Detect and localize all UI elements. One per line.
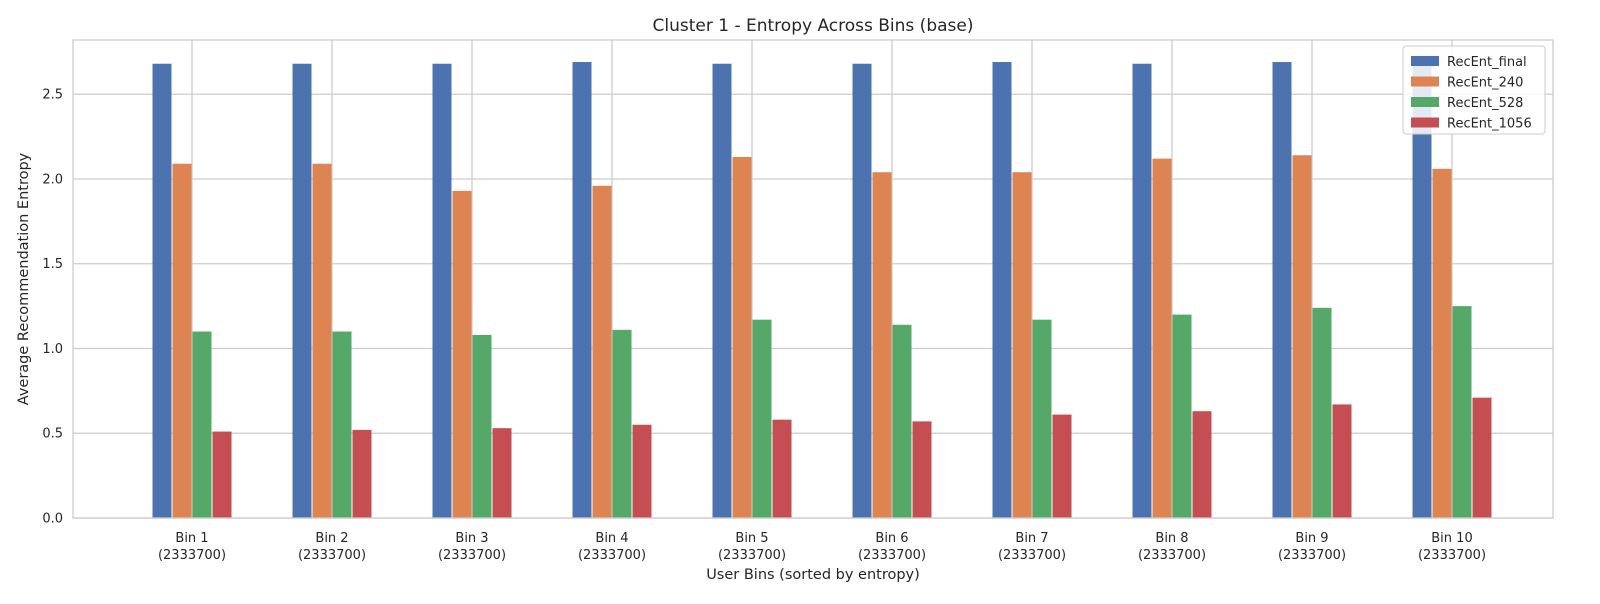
x-tick-label: (2333700) [298, 548, 366, 563]
x-tick-label: (2333700) [578, 548, 646, 563]
x-tick-label: Bin 9 [1295, 531, 1328, 546]
bar-recent-240 [1152, 158, 1172, 519]
y-tick-label: 1.5 [42, 257, 63, 272]
bar-recent-final [852, 63, 872, 518]
y-tick-label: 2.5 [42, 88, 63, 103]
bar-recent-240 [1432, 168, 1452, 518]
plot-frame [72, 39, 1554, 519]
bar-recent-528 [612, 329, 632, 518]
x-tick-label: (2333700) [1278, 548, 1346, 563]
chart-title: Cluster 1 - Entropy Across Bins (base) [653, 16, 974, 36]
x-tick-label: Bin 4 [595, 531, 628, 546]
bar-recent-1056 [1332, 404, 1352, 518]
legend-label: RecEnt_final [1447, 55, 1527, 70]
legend-label: RecEnt_1056 [1447, 117, 1532, 132]
legend-swatch [1411, 76, 1439, 87]
x-tick-label: (2333700) [1418, 548, 1486, 563]
bar-recent-240 [872, 172, 892, 518]
bar-recent-240 [732, 156, 752, 518]
bars [152, 62, 1492, 519]
bar-recent-1056 [492, 428, 512, 518]
bar-recent-528 [472, 334, 492, 518]
y-axis-label: Average Recommendation Entropy [16, 152, 32, 405]
legend-swatch [1411, 117, 1439, 128]
bar-recent-240 [592, 185, 612, 518]
bar-recent-1056 [1472, 397, 1492, 518]
x-tick-label: (2333700) [1138, 548, 1206, 563]
bar-recent-528 [332, 331, 352, 518]
bar-recent-1056 [352, 429, 372, 518]
bar-recent-528 [192, 331, 212, 518]
bar-recent-final [1412, 62, 1432, 518]
bar-recent-1056 [632, 424, 652, 518]
y-tick-label: 0.5 [42, 427, 63, 442]
bar-recent-240 [452, 190, 472, 518]
x-tick-label: Bin 8 [1155, 531, 1188, 546]
bar-recent-1056 [1192, 411, 1212, 518]
bar-recent-240 [1012, 172, 1032, 518]
bar-recent-1056 [772, 419, 792, 518]
bar-recent-final [432, 63, 452, 518]
bar-recent-final [1272, 62, 1292, 518]
legend-swatch [1411, 97, 1439, 107]
bar-recent-528 [1172, 314, 1192, 518]
bar-recent-528 [1312, 307, 1332, 518]
bar-recent-240 [1292, 155, 1312, 519]
bar-recent-528 [892, 324, 912, 518]
x-tick-label: Bin 2 [315, 531, 348, 546]
y-tick-label: 2.0 [42, 172, 63, 187]
bar-recent-240 [312, 163, 332, 518]
bar-recent-final [152, 63, 172, 518]
legend-frame [1402, 45, 1546, 135]
x-tick-label: Bin 6 [875, 531, 908, 546]
y-tick-labels: 0.0 0.5 1.0 1.5 2.0 2.5 [42, 88, 63, 527]
bar-recent-final [1132, 63, 1152, 518]
x-tick-label: Bin 10 [1431, 531, 1472, 546]
x-tick-label: (2333700) [438, 548, 506, 563]
bar-recent-final [572, 62, 592, 518]
x-tick-label: Bin 3 [455, 531, 488, 546]
x-tick-labels: Bin 1 (2333700) Bin 2 (2333700) Bin 3 (233370… [158, 531, 1486, 563]
bar-recent-528 [1032, 319, 1052, 518]
bar-recent-final [712, 63, 732, 518]
x-tick-label: (2333700) [858, 548, 926, 563]
x-tick-label: Bin 5 [735, 531, 768, 546]
bar-recent-1056 [1052, 414, 1072, 518]
x-tick-label: (2333700) [158, 548, 226, 563]
x-tick-label: (2333700) [718, 548, 786, 563]
y-tick-label: 1.0 [42, 342, 63, 357]
x-tick-label: (2333700) [998, 548, 1066, 563]
legend: RecEnt_final RecEnt_240 RecEnt_528 RecEnt_1… [1402, 45, 1546, 135]
x-axis-label: User Bins (sorted by entropy) [706, 567, 920, 583]
legend-label: RecEnt_528 [1447, 96, 1523, 111]
bar-recent-240 [172, 163, 192, 518]
x-tick-label: Bin 7 [1015, 531, 1048, 546]
x-tick-label: Bin 1 [175, 531, 208, 546]
bar-recent-final [992, 62, 1012, 518]
legend-swatch [1411, 56, 1439, 66]
bar-recent-528 [752, 319, 772, 518]
bar-recent-1056 [912, 421, 932, 518]
y-tick-label: 0.0 [42, 512, 63, 527]
bar-recent-528 [1452, 306, 1472, 518]
bar-recent-final [292, 63, 312, 518]
legend-label: RecEnt_240 [1447, 76, 1523, 91]
bar-recent-1056 [212, 431, 232, 518]
